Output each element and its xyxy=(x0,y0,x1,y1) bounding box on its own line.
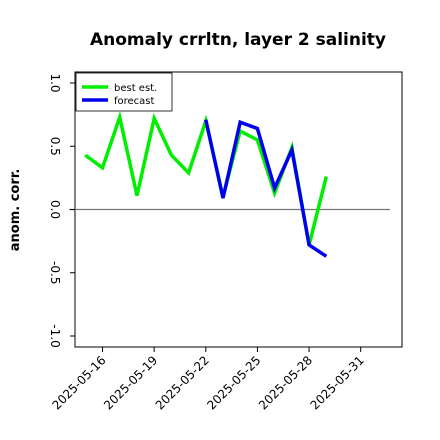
x-tick-label: 2025-05-16 xyxy=(49,353,108,412)
x-tick-label: 2025-05-22 xyxy=(153,353,212,412)
series-line-forecast xyxy=(204,119,328,258)
y-tick-label: -1.0 xyxy=(48,324,62,347)
legend-label-best-est: best est. xyxy=(114,83,157,94)
x-tick-label: 2025-05-25 xyxy=(204,353,263,412)
legend-label-forecast: forecast xyxy=(114,96,155,107)
y-tick-label: 1.0 xyxy=(48,73,62,92)
y-axis-label: anom. corr. xyxy=(8,169,23,252)
chart-title: Anomaly crrltn, layer 2 salinity xyxy=(90,30,386,50)
y-tick-label: -0.5 xyxy=(48,261,62,284)
x-tick-label: 2025-05-28 xyxy=(256,353,315,412)
x-tick-label: 2025-05-19 xyxy=(101,353,160,412)
y-tick-label: 0.0 xyxy=(48,200,62,219)
legend: best est. forecast xyxy=(75,72,173,112)
x-tick-label: 2025-05-31 xyxy=(308,353,367,412)
legend-box xyxy=(75,72,173,112)
y-tick-label: 0.5 xyxy=(48,137,62,156)
